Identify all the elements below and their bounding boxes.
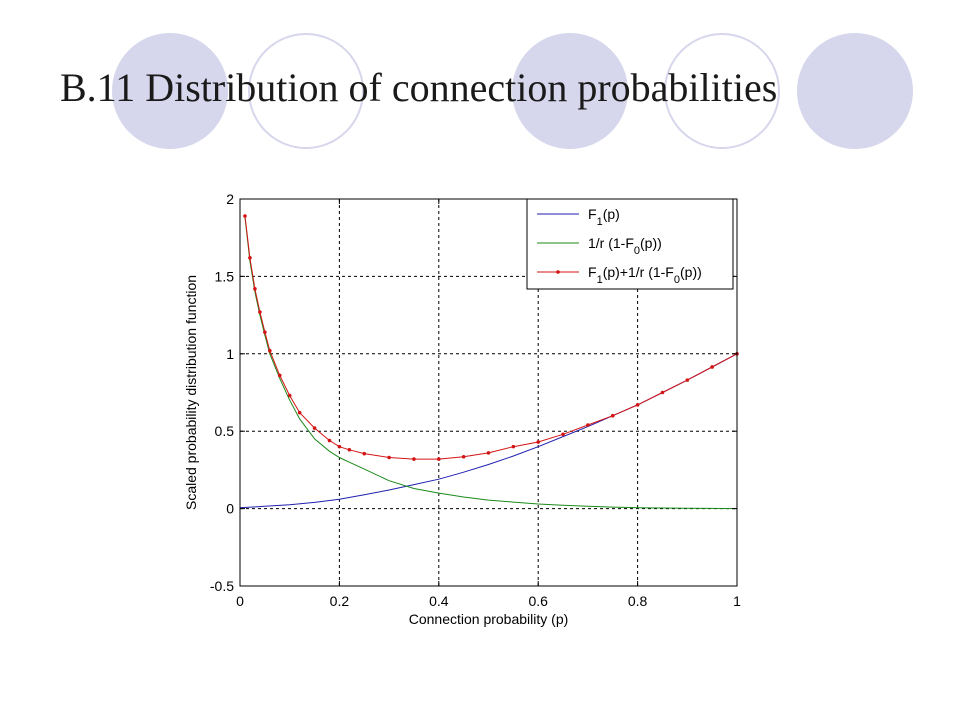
y-tick-label: -0.5 — [210, 578, 234, 594]
x-tick-label: 0.4 — [429, 593, 449, 609]
series-3-point — [243, 214, 247, 218]
legend: F1(p) 1/r (1-F0(p)) F1(p)+1/r (1-F0(p)) — [526, 198, 734, 290]
x-tick-label: 1 — [733, 593, 741, 609]
x-tick-label: 0.2 — [330, 593, 350, 609]
series-3-point — [327, 438, 332, 443]
series-line-2 — [244, 217, 738, 510]
series-3-point — [486, 451, 491, 455]
y-tick-label: 1.5 — [215, 268, 235, 284]
legend-label-2: 1/r (1-F0(p)) — [588, 235, 662, 257]
series-3-point — [248, 256, 252, 260]
series-3-point — [258, 310, 262, 314]
series-3-point — [610, 413, 615, 418]
y-axis-label: Scaled probability distribution function — [183, 275, 199, 510]
series-3-point — [412, 457, 416, 461]
series-3-point — [561, 432, 565, 437]
y-tick-label: 1 — [226, 346, 234, 362]
series-3-point — [511, 444, 516, 449]
series-3-point — [710, 365, 714, 369]
y-tick-label: 2 — [226, 191, 234, 207]
series-3-point — [685, 378, 690, 382]
decor-circle-1 — [112, 33, 228, 149]
series-3-point — [461, 454, 466, 459]
series-3-point — [347, 447, 352, 452]
series-3-point — [536, 440, 540, 444]
series-3-point — [297, 410, 302, 415]
decor-circle-5 — [797, 33, 913, 149]
series-3-point — [437, 457, 441, 461]
series-3-point — [277, 373, 282, 378]
series-3-point — [268, 348, 272, 353]
series-3-point — [312, 426, 317, 430]
series-3-point — [387, 455, 391, 460]
x-tick-label: 0.8 — [628, 593, 648, 609]
decor-circle-2 — [248, 33, 364, 149]
series-3-point — [586, 423, 590, 427]
series-3-point — [635, 403, 640, 407]
y-tick-label: 0 — [226, 501, 234, 517]
slide-title: B.11 Distribution of connection probabil… — [60, 65, 778, 110]
axis-ticks: 0 0.2 0.4 0.6 0.8 1-0.500.511.52 — [210, 191, 741, 609]
series-3-point — [362, 451, 367, 456]
series-3-point — [287, 393, 292, 398]
series-3-point — [337, 444, 342, 449]
axes-frame — [239, 198, 738, 587]
decor-circle-4 — [664, 33, 780, 149]
series-3-point — [660, 390, 665, 395]
x-tick-label: 0 — [236, 593, 244, 609]
decor-circle-3 — [512, 33, 628, 149]
series-3-point — [253, 286, 257, 291]
series-3-point — [263, 330, 267, 334]
legend-label-1: F1(p) — [588, 206, 620, 228]
y-tick-label: 0.5 — [215, 423, 235, 439]
legend-label-3: F1(p)+1/r (1-F0(p)) — [588, 264, 702, 286]
x-tick-label: 0.6 — [528, 593, 548, 609]
legend-swatch-marker — [556, 270, 560, 274]
x-axis-label: Connection probability (p) — [409, 611, 569, 627]
